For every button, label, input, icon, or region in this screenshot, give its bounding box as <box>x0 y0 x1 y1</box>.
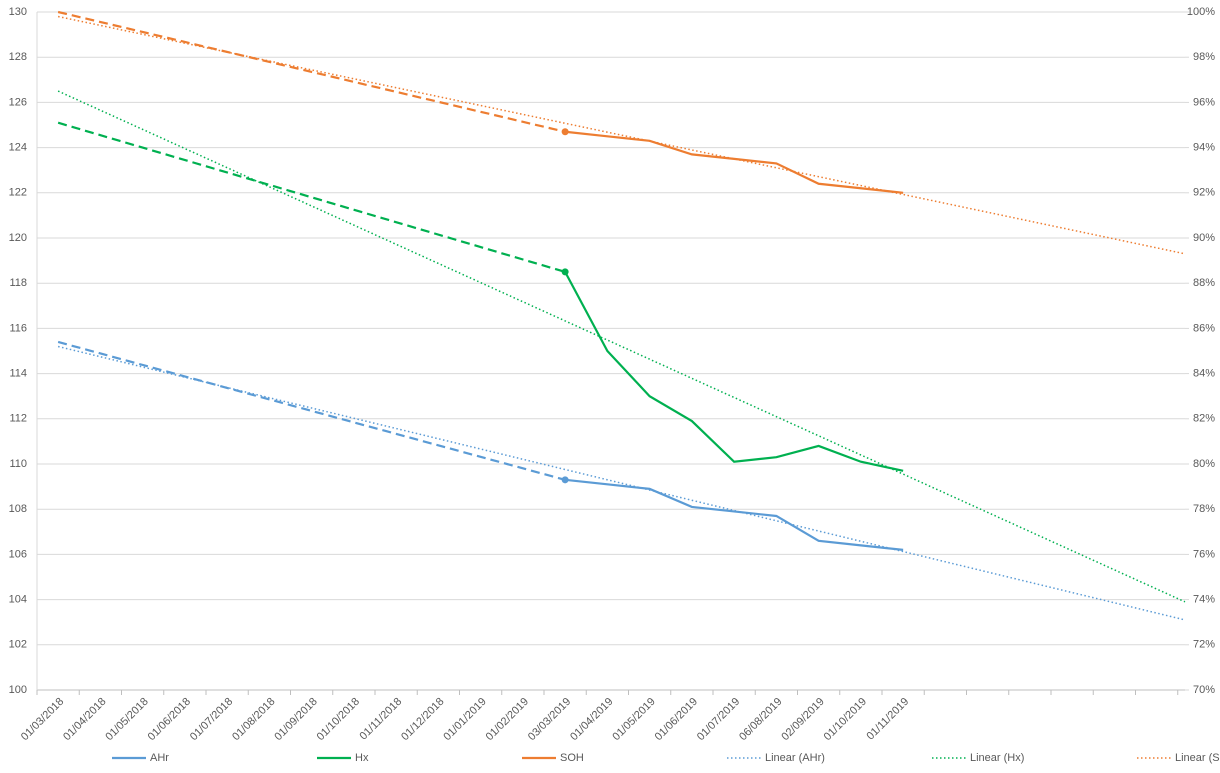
x-tick-label: 01/05/2018 <box>103 696 150 743</box>
x-tick-label: 01/10/2018 <box>315 696 362 743</box>
y-tick-label: 110 <box>9 458 27 470</box>
x-tick-label: 01/11/2018 <box>357 696 404 743</box>
x-tick-label: 01/04/2019 <box>568 696 615 743</box>
x-tick-label: 01/03/2018 <box>19 696 66 743</box>
y-tick-label: 112 <box>9 413 27 425</box>
trendline <box>57 345 1186 621</box>
x-tick-label: 01/12/2018 <box>399 696 446 743</box>
x-tick-label: 03/03/2019 <box>526 696 573 743</box>
y2-tick-label: 92% <box>1193 187 1215 199</box>
x-tick-label: 01/10/2019 <box>822 696 869 743</box>
gap-line <box>57 121 566 273</box>
trendline <box>57 90 1186 603</box>
y2-tick-label: 90% <box>1193 232 1215 244</box>
y-tick-label: 122 <box>9 187 27 199</box>
y2-tick-label: 70% <box>1193 684 1215 696</box>
legend-label: Linear (Hx) <box>970 752 1024 764</box>
x-tick-label: 01/06/2019 <box>653 696 700 743</box>
y-tick-label: 118 <box>9 277 27 289</box>
point-marker <box>561 476 569 484</box>
series-line <box>565 130 904 194</box>
y2-tick-label: 88% <box>1193 277 1215 289</box>
y-tick-label: 130 <box>9 6 27 18</box>
y2-tick-label: 82% <box>1193 413 1215 425</box>
y-tick-label: 108 <box>9 503 27 515</box>
x-tick-label: 01/07/2019 <box>695 696 742 743</box>
x-tick-label: 01/01/2019 <box>441 696 488 743</box>
y2-tick-label: 96% <box>1193 96 1215 108</box>
y-tick-label: 106 <box>9 548 27 560</box>
point-marker <box>561 128 569 136</box>
y-tick-label: 120 <box>9 232 27 244</box>
series-line <box>565 478 904 551</box>
x-tick-label: 02/09/2019 <box>779 696 826 743</box>
x-tick-label: 01/04/2018 <box>61 696 108 743</box>
y-tick-label: 126 <box>9 96 27 108</box>
x-tick-label: 01/11/2019 <box>864 696 911 743</box>
y-tick-label: 102 <box>9 639 27 651</box>
x-tick-label: 01/06/2018 <box>146 696 193 743</box>
y-tick-label: 104 <box>9 594 27 606</box>
y2-tick-label: 76% <box>1193 548 1215 560</box>
y2-tick-label: 78% <box>1193 503 1215 515</box>
y2-tick-label: 94% <box>1193 142 1215 154</box>
y-tick-label: 116 <box>9 322 27 334</box>
legend-label: Linear (AHr) <box>765 752 825 764</box>
y2-tick-label: 100% <box>1187 6 1215 18</box>
legend-label: AHr <box>150 752 169 764</box>
y2-tick-label: 80% <box>1193 458 1215 470</box>
y-tick-label: 100 <box>9 684 27 696</box>
series-line <box>564 271 904 472</box>
y2-tick-label: 86% <box>1193 322 1215 334</box>
y2-tick-label: 98% <box>1193 51 1215 63</box>
legend-label: Hx <box>355 752 369 764</box>
y-tick-label: 114 <box>9 368 27 380</box>
x-tick-label: 01/02/2019 <box>484 696 531 743</box>
legend-label: Linear (SOH) <box>1175 752 1220 764</box>
x-tick-label: 01/05/2019 <box>610 696 657 743</box>
x-tick-label: 01/09/2018 <box>272 696 319 743</box>
gap-line <box>57 10 566 133</box>
x-tick-label: 01/08/2018 <box>230 696 277 743</box>
legend-label: SOH <box>560 752 584 764</box>
y2-tick-label: 74% <box>1193 594 1215 606</box>
y-tick-label: 128 <box>9 51 27 63</box>
point-marker <box>561 268 569 276</box>
y2-tick-label: 84% <box>1193 368 1215 380</box>
x-tick-label: 01/07/2018 <box>188 696 235 743</box>
y2-tick-label: 72% <box>1193 639 1215 651</box>
x-tick-label: 06/08/2019 <box>737 696 784 743</box>
y-tick-label: 124 <box>9 142 27 154</box>
gap-line <box>57 340 566 481</box>
